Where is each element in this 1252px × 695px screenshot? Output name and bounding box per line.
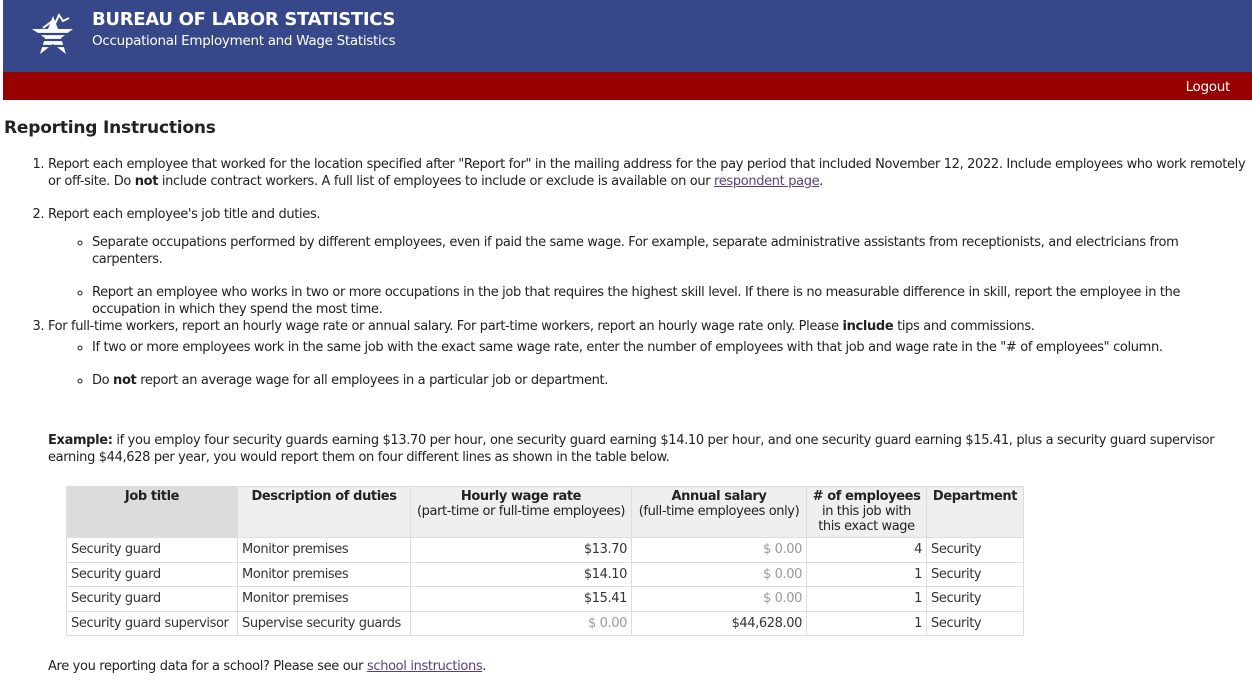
table-cell: Monitor premises: [237, 537, 411, 563]
table-row: Security guard Monitor premises $13.70 $ 0.…: [66, 537, 1024, 563]
example-text: Example: if you employ four security gua…: [48, 433, 1215, 465]
table-cell: 4: [806, 537, 927, 563]
table-cell: 1: [806, 561, 927, 587]
instruction-3: For full-time workers, report an hourly …: [48, 318, 1252, 389]
column-header: # of employees in this job with this exac…: [806, 486, 927, 538]
table-cell: Security: [926, 586, 1024, 612]
table-cell: 1: [806, 610, 927, 636]
table-cell: Monitor premises: [237, 586, 411, 612]
instruction-2-sub-1: Separate occupations performed by differ…: [92, 234, 1252, 268]
instruction-1: Report each employee that worked for the…: [48, 156, 1252, 190]
column-header: Annual salary (full-time employees only): [631, 486, 807, 538]
table-cell: Monitor premises: [237, 561, 411, 587]
instruction-3-sub-2: Do not report an average wage for all em…: [92, 372, 1252, 389]
column-header: Description of duties: [237, 486, 411, 538]
logout-link[interactable]: Logout: [1185, 79, 1231, 95]
table-cell: $44,628.00: [631, 610, 807, 636]
table-cell: Supervise security guards: [237, 610, 411, 636]
table-cell: $ 0.00: [410, 610, 632, 636]
table-cell: Security: [926, 537, 1024, 563]
table-cell: Security guard: [66, 586, 238, 612]
bls-star-logo-icon: [29, 12, 77, 54]
school-instructions-link[interactable]: school instructions: [366, 659, 483, 674]
site-subtitle: Occupational Employment and Wage Statist…: [92, 33, 396, 49]
table-cell: Security: [926, 561, 1024, 587]
table-row: Security guard Monitor premises $15.41 $ 0.…: [66, 586, 1024, 612]
site-title: BUREAU OF LABOR STATISTICS: [92, 9, 396, 30]
nav-bar: Logout: [3, 72, 1252, 100]
school-note: Are you reporting data for a school? Ple…: [48, 659, 487, 674]
site-header: BUREAU OF LABOR STATISTICS Occupational …: [3, 0, 1252, 72]
table-cell: $ 0.00: [631, 586, 807, 612]
table-cell: $ 0.00: [631, 537, 807, 563]
table-cell: $14.10: [410, 561, 632, 587]
table-row: Security guard supervisor Supervise secur…: [66, 610, 1024, 636]
table-cell: $15.41: [410, 586, 632, 612]
table-cell: Security guard supervisor: [66, 610, 238, 636]
table-cell: $ 0.00: [631, 561, 807, 587]
example-table: Job title Description of duties Hourly wag…: [66, 486, 1024, 636]
table-row: Security guard Monitor premises $14.10 $ 0.…: [66, 561, 1024, 587]
instructions: Report each employee that worked for the…: [0, 156, 1252, 405]
table-cell: Security guard: [66, 561, 238, 587]
instruction-3-sub-1: If two or more employees work in the sam…: [92, 339, 1252, 356]
table-cell: Security guard: [66, 537, 238, 563]
instruction-2-sub-2: Report an employee who works in two or m…: [92, 284, 1252, 318]
column-header: Job title: [66, 486, 238, 538]
table-cell: 1: [806, 586, 927, 612]
table-cell: Security: [926, 610, 1024, 636]
column-header: Department: [926, 486, 1024, 538]
column-header: Hourly wage rate (part-time or full-time …: [410, 486, 632, 538]
table-cell: $13.70: [410, 537, 632, 563]
respondent-page-link[interactable]: respondent page: [714, 174, 820, 189]
instruction-2: Report each employee's job title and dut…: [48, 206, 1252, 318]
page-title: Reporting Instructions: [4, 118, 216, 138]
